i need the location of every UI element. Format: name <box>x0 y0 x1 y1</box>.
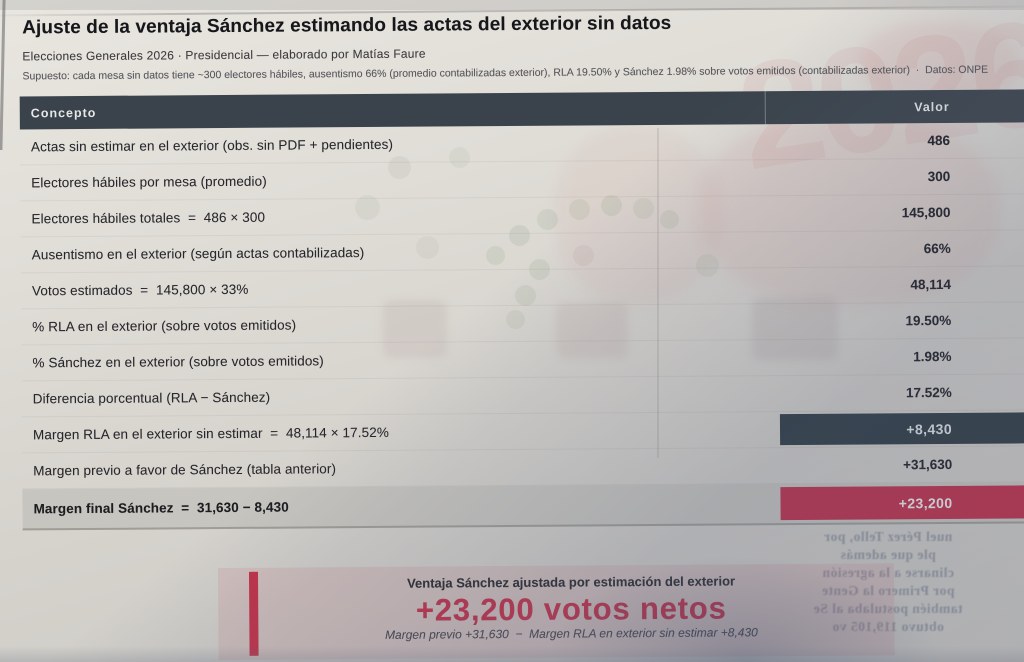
page-subtitle: Elecciones Generales 2026 · Presidencial… <box>22 46 426 64</box>
document-header: Ajuste de la ventaja Sánchez estimando l… <box>0 0 1024 83</box>
callout-label: Ventaja Sánchez ajustada por estimación … <box>407 573 736 591</box>
column-header-valor: Valor <box>764 89 1024 125</box>
bleed-through-photo <box>383 300 447 358</box>
value-cell: 486 <box>927 132 951 149</box>
net-votes-headline: +23,200 votos netos <box>415 590 727 628</box>
bleed-through-artifact <box>555 128 720 303</box>
value-cell: +31,630 <box>903 456 953 473</box>
concept-cell: Actas sin estimar en el exterior (obs. s… <box>30 136 394 155</box>
value-cell: 300 <box>927 168 951 185</box>
bleed-through-line <box>657 128 659 458</box>
concept-cell: Diferencia porcentual (RLA − Sánchez) <box>32 389 271 407</box>
table-row-final-margin: Margen final Sánchez = 31,630 − 8,430 +2… <box>22 482 1024 531</box>
value-cell: 48,114 <box>910 276 952 293</box>
bleed-through-photo <box>556 303 628 358</box>
assumption-note: Supuesto: cada mesa sin datos tiene ~300… <box>22 63 989 83</box>
paper-top-edge <box>0 0 1024 10</box>
callout-accent-bar <box>248 571 259 656</box>
concept-cell: % RLA en el exterior (sobre votos emitid… <box>32 317 297 335</box>
value-cell: 66% <box>923 240 951 257</box>
dark-value-badge: +8,430 <box>779 412 1024 446</box>
concept-cell: Votos estimados = 145,800 × 33% <box>31 281 249 299</box>
value-cell: 1.98% <box>913 348 952 365</box>
column-header-concepto: Concepto <box>30 105 97 120</box>
callout-formula: Margen previo +31,630 − Margen RLA en ex… <box>384 625 758 642</box>
concept-cell: Margen final Sánchez = 31,630 − 8,430 <box>33 499 289 517</box>
value-cell: +23,200 <box>767 482 1024 523</box>
concept-cell: Margen previo a favor de Sánchez (tabla … <box>33 461 337 479</box>
page-title: Ajuste de la ventaja Sánchez estimando l… <box>22 12 672 39</box>
bleed-through-photo <box>752 298 838 360</box>
value-cell: 19.50% <box>905 312 952 329</box>
value-cell: 17.52% <box>905 384 952 401</box>
concept-cell: Electores hábiles totales = 486 × 300 <box>31 209 266 227</box>
bleed-through-artifact <box>700 115 1000 305</box>
concept-cell: Electores hábiles por mesa (promedio) <box>31 173 267 191</box>
results-table: Concepto Valor Actas sin estimar en el e… <box>19 89 1024 531</box>
concept-cell: Ausentismo en el exterior (según actas c… <box>31 245 365 263</box>
summary-callout: Ventaja Sánchez ajustada por estimación … <box>217 563 895 661</box>
red-value-badge: +23,200 <box>780 485 1024 521</box>
value-cell: +8,430 <box>767 410 1024 447</box>
concept-cell: Margen RLA en el exterior sin estimar = … <box>32 424 389 443</box>
concept-cell: % Sánchez en el exterior (sobre votos em… <box>32 353 324 371</box>
callout-content: Ventaja Sánchez ajustada por estimación … <box>218 563 895 643</box>
value-cell: 145,800 <box>901 204 951 221</box>
